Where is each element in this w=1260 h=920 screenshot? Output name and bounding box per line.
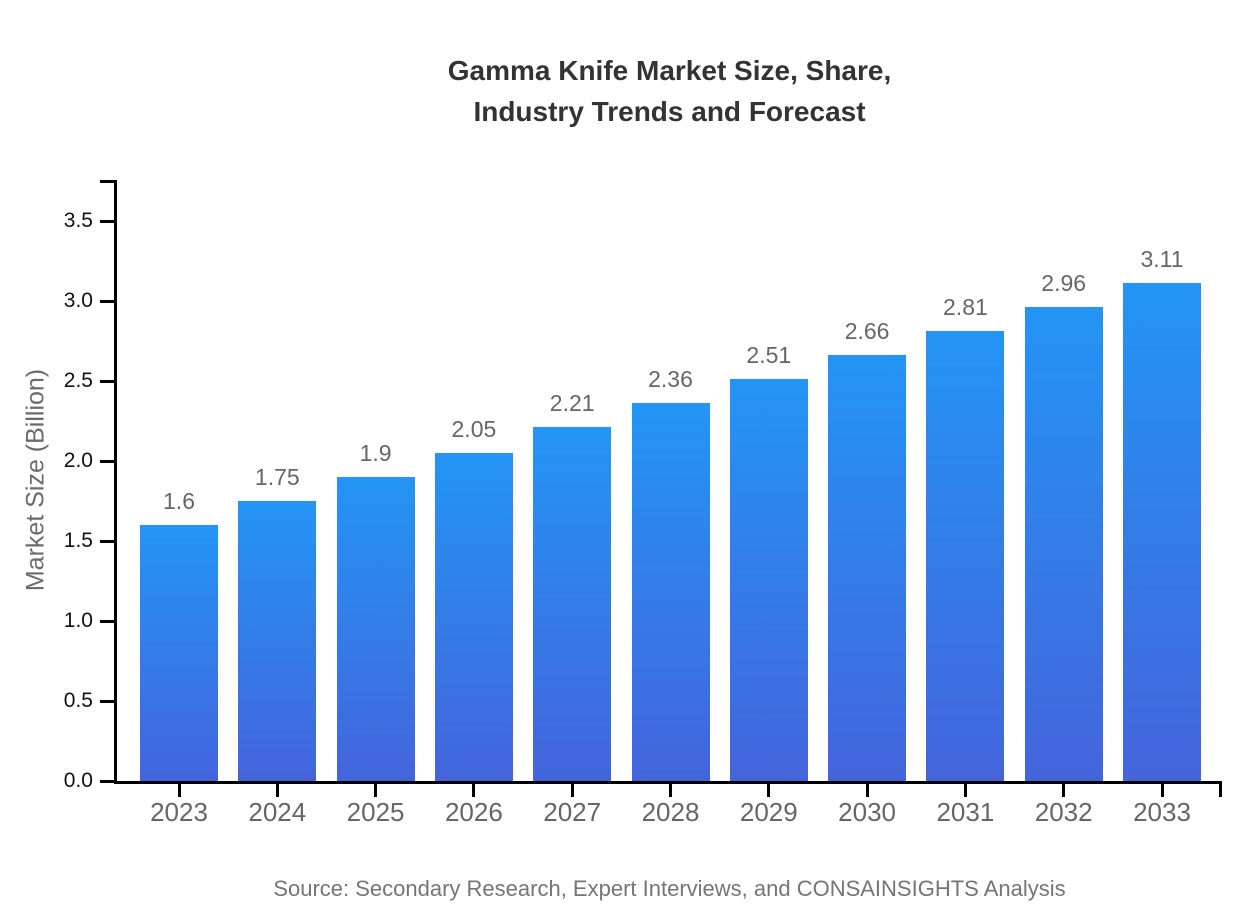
x-tick-mark [1160,784,1164,797]
x-tick-label: 2024 [248,797,307,827]
y-axis-title: Market Size (Billion) [21,368,50,592]
bar-value-label: 3.11 [1140,246,1184,273]
bar-value-label: 2.96 [1041,270,1087,297]
y-tick-label: 2.0 [63,449,93,472]
y-tick-mark [100,299,114,303]
x-tick-label: 2031 [936,797,995,827]
bar [828,355,907,781]
bar [434,453,513,781]
x-tick-mark [177,784,181,797]
y-tick-mark [100,699,114,703]
y-axis-line [114,180,117,784]
x-tick-mark [865,784,869,797]
y-tick-mark [100,219,114,223]
y-tick-mark [100,539,114,543]
plot-area: 0.0 0.5 1.0 1.5 2.0 2.5 3.0 3.5 1.6 1.75 1.9 2.05 2… [64,180,1222,827]
y-tick-mark [100,779,114,783]
bar [1024,307,1103,781]
x-tick-label: 2025 [346,797,405,827]
x-tick-mark [472,784,476,797]
y-tick-label: 0.5 [63,689,93,712]
source-note: Source: Secondary Research, Expert Inter… [273,876,1066,901]
bar-value-label: 2.66 [844,318,890,345]
x-tick-label: 2028 [641,797,700,827]
y-tick-label: 1.0 [63,609,93,632]
x-tick-mark [963,784,967,797]
x-tick-label: 2027 [543,797,602,827]
bar-value-label: 2.21 [549,390,595,417]
x-tick-mark [570,784,574,797]
bar [729,379,808,781]
x-tick-label: 2023 [150,797,208,827]
x-tick-mark [374,784,378,797]
bar [533,427,612,781]
bar-value-label: 2.51 [746,342,792,369]
y-tick-mark [100,379,114,383]
bar [631,403,710,781]
y-tick-label: 0.0 [63,769,93,792]
bar-value-label: 2.36 [648,366,693,393]
x-tick-mark [767,784,771,797]
bar [238,501,317,781]
bar-value-label: 2.81 [943,294,988,321]
y-tick-mark [100,619,114,623]
bar [926,331,1005,781]
x-tick-label: 2029 [739,797,798,827]
x-tick-label: 2026 [444,797,503,827]
x-tick-label: 2033 [1133,797,1191,827]
x-tick-label: 2030 [838,797,897,827]
x-tick-label: 2032 [1034,797,1093,827]
x-axis-end-tick [1219,784,1222,797]
x-tick-mark [1062,784,1066,797]
y-tick-label: 1.5 [63,529,93,552]
x-tick-mark [275,784,279,797]
y-axis-end-tick [100,180,114,183]
bar [1123,283,1201,781]
bar [140,525,218,781]
x-axis-line [114,781,1222,784]
y-tick-mark [100,459,114,463]
y-tick-label: 3.0 [63,289,93,312]
x-tick-mark [669,784,672,797]
y-tick-label: 2.5 [63,369,93,392]
bar-value-label: 1.9 [359,440,392,466]
bar [336,477,415,781]
bar-value-label: 1.75 [254,464,300,490]
chart-title: Gamma Knife Market Size, Share, Industry… [447,55,892,127]
y-tick-label: 3.5 [63,209,93,232]
bar-value-label: 1.6 [163,488,195,514]
bar-value-label: 2.05 [451,416,497,442]
